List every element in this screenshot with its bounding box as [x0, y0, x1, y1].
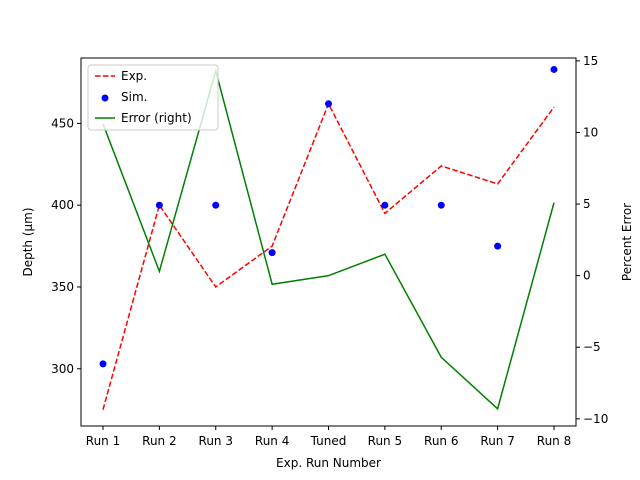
x-tick-label: Tuned — [310, 434, 347, 448]
legend-box — [87, 64, 219, 131]
sim-point — [99, 360, 107, 368]
y-right-tick-label: 10 — [583, 125, 598, 139]
x-tick-label: Run 2 — [142, 434, 176, 448]
y-tick-label: 450 — [51, 116, 74, 130]
y-tick-label: 350 — [51, 280, 74, 294]
x-axis-label: Exp. Run Number — [276, 456, 381, 470]
y-axis-left: 300 350 400 450 — [51, 116, 81, 376]
series-line-exp — [102, 101, 555, 410]
legend-label: Sim. — [121, 90, 147, 104]
series-line-error-right — [102, 68, 555, 411]
sim-point — [325, 100, 332, 108]
y-right-tick-label: 5 — [583, 197, 591, 211]
legend-swatch — [101, 94, 109, 102]
sim-point — [155, 201, 163, 209]
legend: Exp. Sim. Error (right) — [87, 64, 219, 131]
x-axis: Run 1 Run 2 Run 3 Run 4 Tuned Run 5 Run 6 Run 7… — [86, 426, 571, 448]
sim-point — [381, 201, 389, 209]
y-right-tick-label: 15 — [583, 54, 598, 68]
y-right-tick-label: −10 — [583, 412, 608, 426]
x-tick-label: Run 8 — [537, 434, 571, 448]
sim-point — [268, 249, 276, 257]
y-tick-label: 300 — [51, 362, 74, 376]
y-axis-right-label: Percent Error — [620, 203, 634, 281]
y-axis-label: Depth (μm) — [21, 207, 35, 276]
sim-point — [550, 65, 558, 73]
sim-point — [212, 201, 220, 209]
series-layer — [99, 65, 558, 411]
x-tick-label: Run 4 — [255, 434, 289, 448]
x-tick-label: Run 1 — [86, 434, 120, 448]
x-tick-label: Run 7 — [480, 434, 514, 448]
y-axis-right: −10 −5 0 5 10 15 — [576, 54, 608, 426]
x-tick-label: Run 5 — [368, 434, 402, 448]
y-right-tick-label: −5 — [583, 340, 601, 354]
y-tick-label: 400 — [51, 198, 74, 212]
sim-point — [437, 201, 445, 209]
x-tick-label: Run 3 — [199, 434, 233, 448]
legend-label: Error (right) — [121, 111, 192, 125]
y-right-tick-label: 0 — [583, 269, 591, 283]
x-tick-label: Run 6 — [424, 434, 458, 448]
sim-point — [494, 242, 502, 250]
legend-label: Exp. — [121, 69, 147, 83]
